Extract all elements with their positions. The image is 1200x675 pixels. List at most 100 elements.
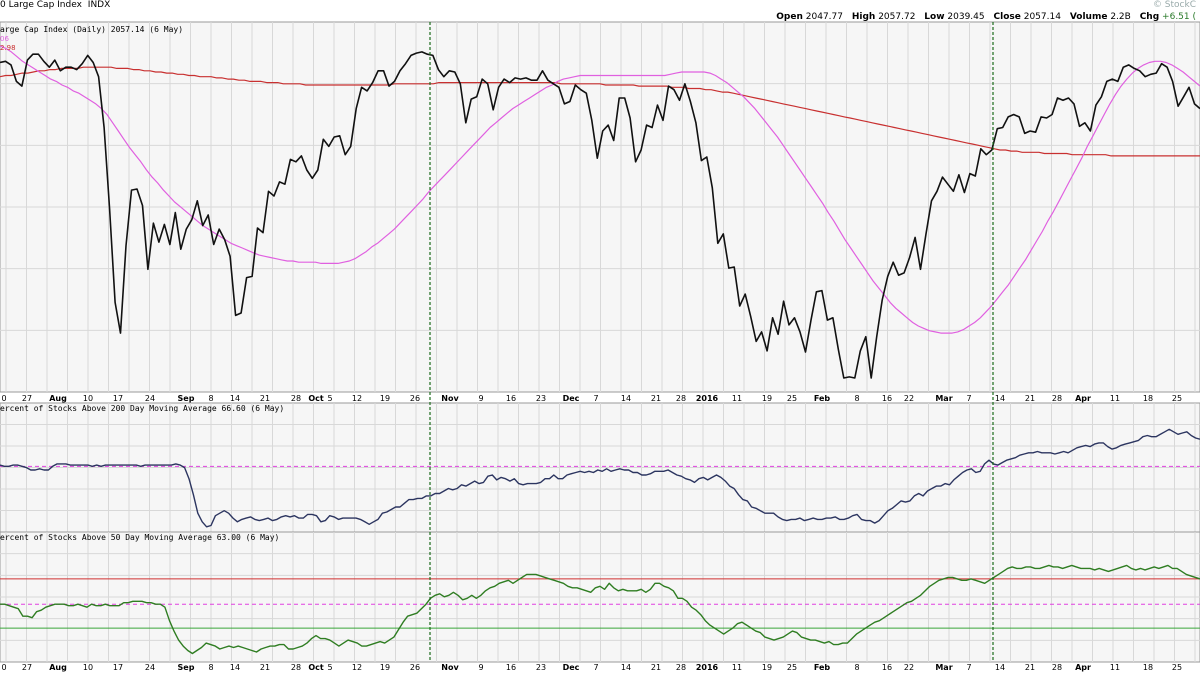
x-tick-label-1-22: 14	[621, 663, 631, 672]
pct50-panel-title: ercent of Stocks Above 50 Day Moving Ave…	[0, 533, 280, 542]
chart-header: 0 Large Cap Index INDX	[0, 0, 110, 10]
x-tick-label-0-31: 16	[882, 394, 892, 403]
x-tick-label-1-27: 19	[762, 663, 772, 672]
x-tick-label-1-40: 18	[1143, 663, 1153, 672]
x-tick-label-0-7: 8	[208, 394, 213, 403]
x-tick-label-1-33: Mar	[935, 663, 952, 672]
x-tick-label-1-7: 8	[208, 663, 213, 672]
x-tick-label-1-24: 28	[676, 663, 686, 672]
x-tick-label-1-13: 12	[352, 663, 362, 672]
x-tick-label-0-16: Nov	[441, 394, 459, 403]
x-tick-label-0-33: Mar	[935, 394, 952, 403]
x-tick-label-1-5: 24	[145, 663, 155, 672]
high-value: 2057.72	[878, 12, 916, 22]
x-tick-label-1-41: 25	[1172, 663, 1182, 672]
x-tick-label-1-32: 22	[904, 663, 914, 672]
x-tick-label-0-37: 28	[1052, 394, 1062, 403]
x-tick-label-1-19: 23	[536, 663, 546, 672]
x-tick-label-1-36: 21	[1025, 663, 1035, 672]
ma200-line	[0, 66, 1200, 157]
x-tick-label-1-15: 26	[410, 663, 420, 672]
x-tick-label-0-12: 5	[327, 394, 332, 403]
x-tick-label-1-1: 27	[22, 663, 32, 672]
x-tick-label-0-29: Feb	[814, 394, 831, 403]
x-tick-label-0-4: 17	[113, 394, 123, 403]
x-tick-label-0-2: Aug	[49, 394, 67, 403]
ma50-legend-value: 06	[0, 35, 9, 43]
x-tick-label-1-31: 16	[882, 663, 892, 672]
x-tick-label-1-0: 0	[1, 663, 6, 672]
x-tick-label-1-2: Aug	[49, 663, 67, 672]
x-tick-label-1-11: Oct	[308, 663, 324, 672]
x-tick-label-0-8: 14	[230, 394, 240, 403]
x-tick-label-0-6: Sep	[178, 394, 195, 403]
x-tick-label-0-11: Oct	[308, 394, 324, 403]
x-tick-label-0-22: 14	[621, 394, 631, 403]
ma50-line	[0, 45, 1200, 334]
open-label: Open	[776, 12, 803, 22]
x-tick-label-1-14: 19	[380, 663, 390, 672]
exchange-label: INDX	[87, 0, 111, 10]
x-tick-label-1-16: Nov	[441, 663, 459, 672]
chg-label: Chg	[1139, 12, 1160, 22]
x-tick-label-0-10: 28	[291, 394, 301, 403]
low-value: 2039.45	[947, 12, 985, 22]
x-tick-label-0-23: 21	[651, 394, 661, 403]
x-tick-label-0-15: 26	[410, 394, 420, 403]
x-tick-label-0-21: 7	[593, 394, 598, 403]
price-panel-title: arge Cap Index (Daily) 2057.14 (6 May)	[0, 25, 184, 34]
x-tick-label-0-1: 27	[22, 394, 32, 403]
x-tick-label-1-21: 7	[593, 663, 598, 672]
x-tick-label-1-23: 21	[651, 663, 661, 672]
x-tick-label-0-0: 0	[1, 394, 6, 403]
x-tick-label-0-13: 12	[352, 394, 362, 403]
x-tick-label-1-17: 9	[478, 663, 483, 672]
x-tick-label-1-12: 5	[327, 663, 332, 672]
pct200-line	[0, 428, 1200, 528]
x-tick-label-0-19: 23	[536, 394, 546, 403]
x-tick-label-0-27: 19	[762, 394, 772, 403]
x-tick-label-0-38: Apr	[1075, 394, 1091, 403]
x-tick-label-0-9: 21	[260, 394, 270, 403]
chg-value: +6.51 (	[1162, 12, 1196, 22]
ohlc-readout: Open 2047.77 High 2057.72 Low 2039.45 Cl…	[776, 12, 1196, 22]
x-tick-label-0-28: 25	[787, 394, 797, 403]
close-label: Close	[993, 12, 1021, 22]
x-tick-label-0-24: 28	[676, 394, 686, 403]
x-tick-label-0-26: 11	[732, 394, 742, 403]
x-tick-label-1-20: Dec	[563, 663, 580, 672]
x-tick-label-0-32: 22	[904, 394, 914, 403]
x-tick-label-0-5: 24	[145, 394, 155, 403]
x-tick-label-0-36: 21	[1025, 394, 1035, 403]
ma200-legend-value: 2.98	[0, 44, 16, 52]
x-tick-label-1-34: 7	[966, 663, 971, 672]
volume-value: 2.2B	[1110, 12, 1131, 22]
pct50-line	[0, 564, 1200, 655]
x-tick-label-1-18: 16	[506, 663, 516, 672]
source-watermark: © StockC	[1152, 0, 1196, 10]
high-label: High	[851, 12, 876, 22]
x-tick-label-0-35: 14	[995, 394, 1005, 403]
x-tick-label-1-25: 2016	[696, 663, 719, 672]
x-tick-label-0-20: Dec	[563, 394, 580, 403]
x-tick-label-0-14: 19	[380, 394, 390, 403]
x-tick-label-1-10: 28	[291, 663, 301, 672]
close-value: 2057.14	[1023, 12, 1061, 22]
low-label: Low	[924, 12, 945, 22]
symbol-title: 0 Large Cap Index	[0, 0, 82, 10]
x-tick-label-0-25: 2016	[696, 394, 719, 403]
open-value: 2047.77	[805, 12, 843, 22]
x-tick-label-0-3: 10	[83, 394, 93, 403]
x-tick-label-0-39: 11	[1110, 394, 1120, 403]
x-tick-label-0-41: 25	[1172, 394, 1182, 403]
x-tick-label-1-35: 14	[995, 663, 1005, 672]
x-tick-label-1-29: Feb	[814, 663, 831, 672]
x-tick-label-0-40: 18	[1143, 394, 1153, 403]
x-tick-label-1-8: 14	[230, 663, 240, 672]
x-tick-label-1-26: 11	[732, 663, 742, 672]
x-tick-label-1-37: 28	[1052, 663, 1062, 672]
x-tick-label-0-30: 8	[854, 394, 859, 403]
x-tick-label-1-6: Sep	[178, 663, 195, 672]
x-tick-label-1-4: 17	[113, 663, 123, 672]
